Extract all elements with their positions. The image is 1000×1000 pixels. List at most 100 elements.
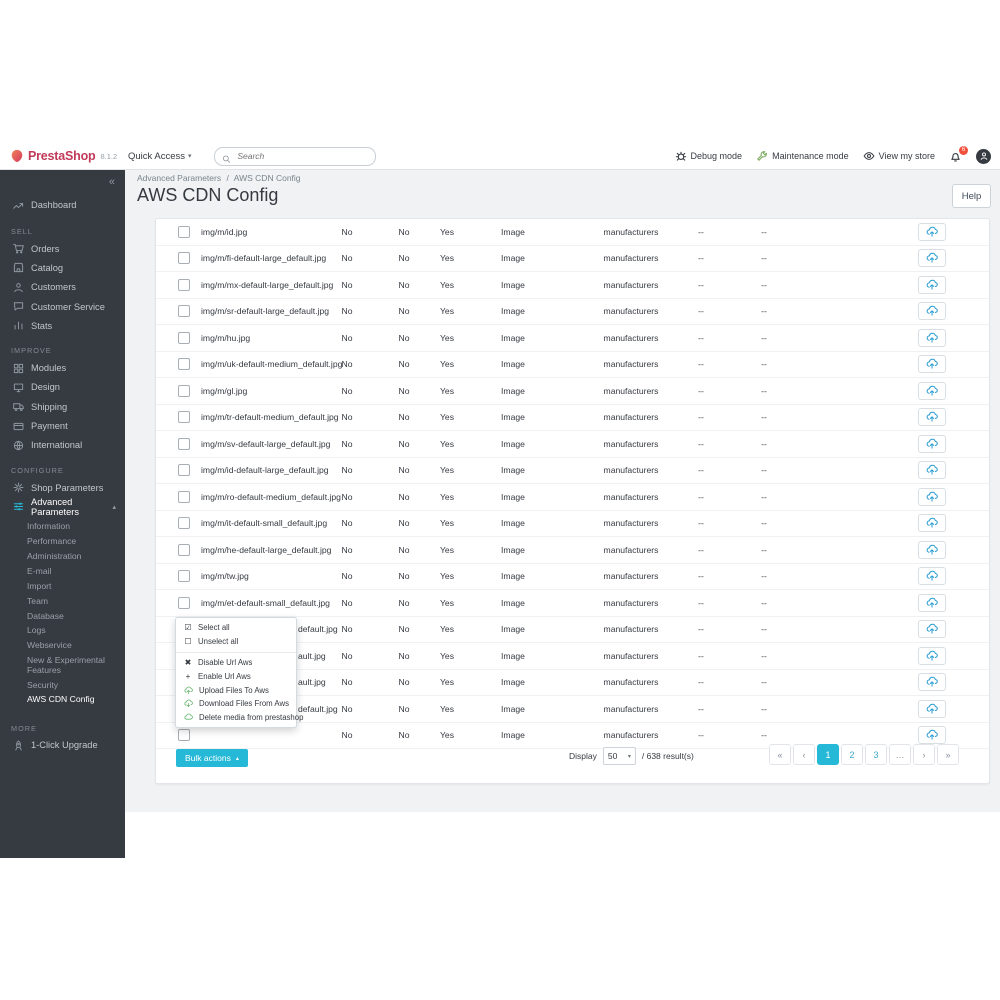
sidebar-item-customer-service[interactable]: Customer Service xyxy=(0,297,125,316)
sidebar-subitem-performance[interactable]: Performance xyxy=(27,536,77,547)
upload-to-aws-button[interactable] xyxy=(918,593,946,612)
row-checkbox[interactable] xyxy=(178,305,190,318)
page-button-2[interactable]: 2 xyxy=(841,744,863,765)
page-button-«[interactable]: « xyxy=(769,744,791,765)
upload-to-aws-button[interactable] xyxy=(918,434,946,453)
sidebar-subitem-database[interactable]: Database xyxy=(27,610,64,621)
row-checkbox[interactable] xyxy=(178,517,190,530)
breadcrumb-parent[interactable]: Advanced Parameters xyxy=(137,173,222,183)
help-button[interactable]: Help xyxy=(952,184,991,208)
sidebar-item-shipping[interactable]: Shipping xyxy=(0,397,125,416)
view-my-store-button[interactable]: View my store xyxy=(863,150,935,162)
sidebar-subitem-e-mail[interactable]: E-mail xyxy=(27,565,52,576)
row-checkbox[interactable] xyxy=(178,729,190,742)
row-checkbox[interactable] xyxy=(178,437,190,450)
row-checkbox[interactable] xyxy=(178,358,190,371)
prestashop-logo[interactable]: PrestaShop 8.1.2 xyxy=(0,149,118,163)
row-checkbox[interactable] xyxy=(178,384,190,397)
sidebar-item-shop-parameters[interactable]: Shop Parameters xyxy=(0,478,125,497)
upload-to-aws-button[interactable] xyxy=(918,487,946,506)
breadcrumb-current: AWS CDN Config xyxy=(233,173,301,183)
search-input[interactable] xyxy=(235,150,368,162)
row-checkbox[interactable] xyxy=(178,596,190,609)
page-button-›[interactable]: › xyxy=(913,744,935,765)
menu-item-upload-files-to-aws[interactable]: Upload Files To Aws xyxy=(176,683,296,697)
cell-value: -- xyxy=(698,359,704,370)
cell-value: -- xyxy=(698,650,704,661)
row-checkbox[interactable] xyxy=(178,225,190,238)
file-name: img/m/et-default-small_default.jpg xyxy=(201,597,330,608)
sidebar-item-1-click-upgrade[interactable]: 1-Click Upgrade xyxy=(0,736,125,755)
upload-to-aws-button[interactable] xyxy=(918,461,946,479)
sidebar-subitem-administration[interactable]: Administration xyxy=(27,551,82,561)
upload-to-aws-button[interactable] xyxy=(918,249,946,267)
menu-item-enable-url-aws[interactable]: + Enable Url Aws xyxy=(176,669,296,683)
cell-value: manufacturers xyxy=(603,491,659,502)
debug-mode-button[interactable]: Debug mode xyxy=(675,150,742,162)
sidebar-subitem-security[interactable]: Security xyxy=(27,679,59,690)
upload-to-aws-button[interactable] xyxy=(918,620,946,638)
sidebar-subitem-webservice[interactable]: Webservice xyxy=(27,640,72,651)
sidebar-item-stats[interactable]: Stats xyxy=(0,316,125,335)
checkbox-checked-icon: ☑ xyxy=(184,623,192,633)
upload-to-aws-button[interactable] xyxy=(918,302,946,320)
row-checkbox[interactable] xyxy=(178,490,190,503)
upload-to-aws-button[interactable] xyxy=(918,567,946,585)
page-size-select[interactable]: 50 ▾ xyxy=(602,747,636,765)
page-button-3[interactable]: 3 xyxy=(865,744,887,765)
row-checkbox[interactable] xyxy=(178,570,190,583)
quick-access-menu[interactable]: Quick Access ▾ xyxy=(128,150,192,162)
sidebar-subitem-aws-cdn-config[interactable]: AWS CDN Config xyxy=(27,694,95,705)
row-checkbox[interactable] xyxy=(178,331,190,344)
sidebar-collapse-button[interactable]: « xyxy=(0,169,125,194)
sidebar-subitem-new-experimental-features[interactable]: New & Experimental Features xyxy=(27,655,105,675)
sidebar-subitem-team[interactable]: Team xyxy=(27,595,49,606)
upload-to-aws-button[interactable] xyxy=(918,646,946,665)
row-checkbox[interactable] xyxy=(178,543,190,556)
sidebar-item-customers[interactable]: Customers xyxy=(0,278,125,297)
menu-item-disable-url-aws[interactable]: ✖ Disable Url Aws xyxy=(176,656,296,670)
row-checkbox[interactable] xyxy=(178,464,190,477)
page-button-1[interactable]: 1 xyxy=(817,744,839,765)
cell-value: -- xyxy=(761,385,767,396)
menu-item-unselect-all[interactable]: ☐ Unselect all xyxy=(176,635,296,649)
sidebar-subitem-information[interactable]: Information xyxy=(27,521,70,532)
upload-to-aws-button[interactable] xyxy=(918,699,946,718)
page-button-‹[interactable]: ‹ xyxy=(793,744,815,765)
upload-to-aws-button[interactable] xyxy=(918,673,946,691)
page-button-…[interactable]: … xyxy=(889,744,911,765)
cell-value: -- xyxy=(761,465,767,476)
row-checkbox[interactable] xyxy=(178,252,190,265)
menu-item-select-all[interactable]: ☑ Select all xyxy=(176,621,296,635)
sidebar-item-advanced-parameters[interactable]: Advanced Parameters ▴ xyxy=(0,497,125,517)
sidebar-item-design[interactable]: Design xyxy=(0,378,125,397)
row-checkbox[interactable] xyxy=(178,278,190,291)
notifications-button[interactable]: 6 xyxy=(949,145,968,163)
upload-to-aws-button[interactable] xyxy=(918,540,946,559)
sidebar-item-payment[interactable]: Payment xyxy=(0,416,125,435)
maintenance-mode-button[interactable]: Maintenance mode xyxy=(756,150,849,162)
upload-to-aws-button[interactable] xyxy=(918,275,946,294)
menu-item-delete-media-from-prestashop[interactable]: Delete media from prestashop xyxy=(176,711,303,725)
upload-to-aws-button[interactable] xyxy=(918,514,946,532)
upload-to-aws-button[interactable] xyxy=(918,222,946,241)
upload-to-aws-button[interactable] xyxy=(918,726,946,744)
upload-to-aws-button[interactable] xyxy=(918,328,946,347)
row-checkbox[interactable] xyxy=(178,411,190,424)
upload-to-aws-button[interactable] xyxy=(918,381,946,400)
bulk-actions-button[interactable]: Bulk actions ▴ xyxy=(176,749,248,767)
upload-to-aws-button[interactable] xyxy=(918,408,946,426)
sidebar-subitem-logs[interactable]: Logs xyxy=(27,625,46,636)
cell-value: Yes xyxy=(439,730,455,741)
sidebar-item-orders[interactable]: Orders xyxy=(0,239,125,258)
upload-to-aws-button[interactable] xyxy=(918,355,946,373)
cell-value: Yes xyxy=(439,465,455,476)
sidebar-item-international[interactable]: International xyxy=(0,436,125,455)
sidebar-item-dashboard[interactable]: Dashboard xyxy=(0,194,125,216)
sidebar-item-modules[interactable]: Modules xyxy=(0,358,125,377)
sidebar-item-catalog[interactable]: Catalog xyxy=(0,258,125,277)
sidebar-subitem-import[interactable]: Import xyxy=(27,580,52,591)
page-button-»[interactable]: » xyxy=(937,744,959,765)
profile-avatar[interactable] xyxy=(976,148,991,164)
menu-item-download-files-from-aws[interactable]: Download Files From Aws xyxy=(176,697,296,711)
